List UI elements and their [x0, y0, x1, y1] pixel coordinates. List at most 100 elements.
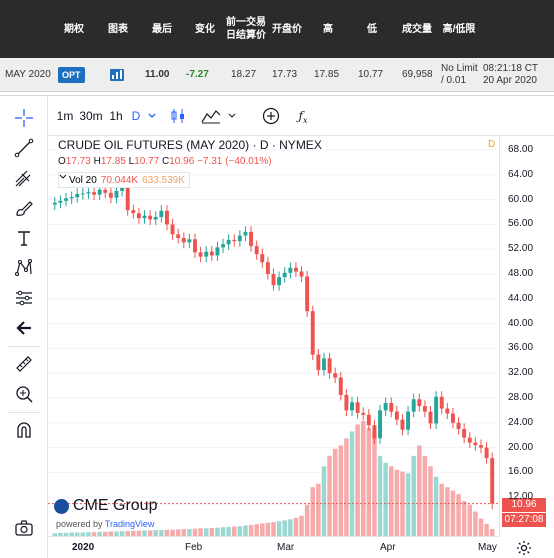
volume-bar: [254, 524, 259, 536]
candle-body: [378, 410, 383, 439]
volume-bar: [103, 531, 108, 536]
time-axis[interactable]: 2020 Feb Mar Apr May: [48, 536, 499, 558]
volume-bar: [304, 504, 310, 536]
volume-bar: [338, 445, 344, 536]
interval-d[interactable]: D: [131, 109, 141, 123]
candles-icon[interactable]: [168, 106, 188, 126]
candle-body: [434, 396, 439, 424]
indicators-icon[interactable]: [200, 106, 222, 126]
price-axis[interactable]: 10.96 07:27:08 68.00 64.00 60.00 56.00 52.00…: [499, 136, 554, 536]
candle-body: [69, 197, 74, 199]
volume-bar: [237, 526, 243, 536]
interval-1m[interactable]: 1m: [56, 109, 74, 123]
volume-bar: [147, 530, 153, 536]
candle-body: [209, 251, 214, 256]
candle-body: [159, 210, 164, 217]
volume-bar: [478, 518, 484, 536]
ruler-icon[interactable]: [12, 352, 36, 376]
opt-badge[interactable]: OPT: [58, 67, 85, 83]
candle-body: [226, 239, 231, 245]
trend-line-icon[interactable]: [12, 136, 36, 160]
candle-body: [193, 239, 197, 253]
candle-body: [479, 445, 483, 448]
candle-body: [282, 272, 287, 278]
chart-pane[interactable]: CRUDE OIL FUTURES (MAY 2020) · D · NYMEX…: [48, 136, 499, 536]
prediction-icon[interactable]: [12, 286, 36, 310]
indicators-dropdown-icon[interactable]: [226, 106, 238, 126]
volume-bar: [159, 530, 164, 536]
candle-body: [204, 251, 209, 257]
header-contract: 期权: [64, 23, 84, 35]
volume-bar: [86, 532, 91, 536]
interval-1h[interactable]: 1h: [109, 109, 123, 123]
x-tick-label: Apr: [380, 542, 396, 553]
toolbar-divider: [8, 346, 40, 347]
magnet-icon[interactable]: [12, 418, 36, 442]
candle-body: [221, 244, 225, 248]
candle-body: [305, 276, 310, 312]
price-chart[interactable]: [48, 136, 499, 536]
crosshair-icon[interactable]: [12, 106, 36, 130]
y-tick-label: 28.00: [508, 392, 534, 403]
pitchfork-icon[interactable]: [12, 166, 36, 190]
y-tick-label: 48.00: [508, 268, 534, 279]
add-icon[interactable]: [260, 106, 282, 126]
volume-bar: [445, 487, 450, 536]
candle-body: [92, 192, 97, 195]
row-contract[interactable]: MAY 2020: [5, 69, 51, 80]
volume-bar: [114, 531, 119, 536]
cme-logo[interactable]: CME Group powered by TradingView: [54, 497, 204, 533]
volume-bar: [203, 528, 209, 536]
volume-legend[interactable]: Vol 20 70.044K 633.539K: [58, 172, 190, 188]
pattern-icon[interactable]: [12, 256, 36, 280]
collapse-chevron-icon[interactable]: [59, 173, 67, 181]
volume-bar: [489, 529, 495, 536]
candle-body: [428, 411, 433, 424]
volume-bar: [293, 517, 299, 536]
tradingview-link[interactable]: TradingView: [104, 519, 155, 529]
volume-bar: [467, 504, 473, 536]
volume-bar: [377, 455, 383, 536]
gear-icon[interactable]: [516, 540, 532, 556]
candle-body: [75, 194, 80, 198]
volume-bar: [108, 531, 114, 536]
camera-icon[interactable]: [12, 516, 36, 540]
volume-label: Vol 20: [69, 174, 97, 186]
ohlc-close: 10.96: [169, 156, 195, 167]
ohlc-open: 17.73: [65, 156, 91, 167]
back-arrow-icon[interactable]: [12, 316, 36, 340]
candle-body: [148, 215, 153, 220]
volume-bar: [405, 473, 411, 536]
row-updated: 08:21:18 CT 20 Apr 2020: [483, 58, 553, 92]
y-tick-label: 24.00: [508, 416, 534, 428]
candle-body: [103, 189, 108, 193]
y-tick-label: 36.00: [508, 342, 534, 354]
candle-body: [187, 239, 192, 243]
text-tool-icon[interactable]: [12, 226, 36, 250]
candle-body: [456, 422, 461, 429]
y-tick-label: 44.00: [508, 292, 534, 304]
interval-30m[interactable]: 30m: [79, 109, 103, 123]
volume-bar: [74, 532, 80, 536]
volume-bar: [265, 522, 271, 536]
brush-icon[interactable]: [12, 196, 36, 220]
volume-bar: [344, 438, 349, 536]
zoom-in-icon[interactable]: [12, 382, 36, 406]
row-low: 10.77: [358, 69, 384, 80]
candle-body: [215, 247, 220, 256]
updated-date: 20 Apr 2020: [483, 75, 537, 86]
volume-bar: [215, 527, 220, 536]
interval-dropdown-icon[interactable]: [146, 106, 158, 126]
bar-chart-icon[interactable]: [110, 69, 124, 81]
volume-bar: [428, 466, 433, 536]
candle-body: [97, 189, 102, 195]
powered-by: powered by TradingView: [56, 519, 155, 529]
candle-body: [333, 373, 338, 378]
volume-bar: [360, 421, 366, 536]
volume-bar: [226, 526, 231, 536]
candle-body: [473, 442, 478, 446]
candle-body: [484, 447, 489, 459]
candle-body: [52, 202, 57, 205]
volume-bar: [260, 523, 265, 536]
